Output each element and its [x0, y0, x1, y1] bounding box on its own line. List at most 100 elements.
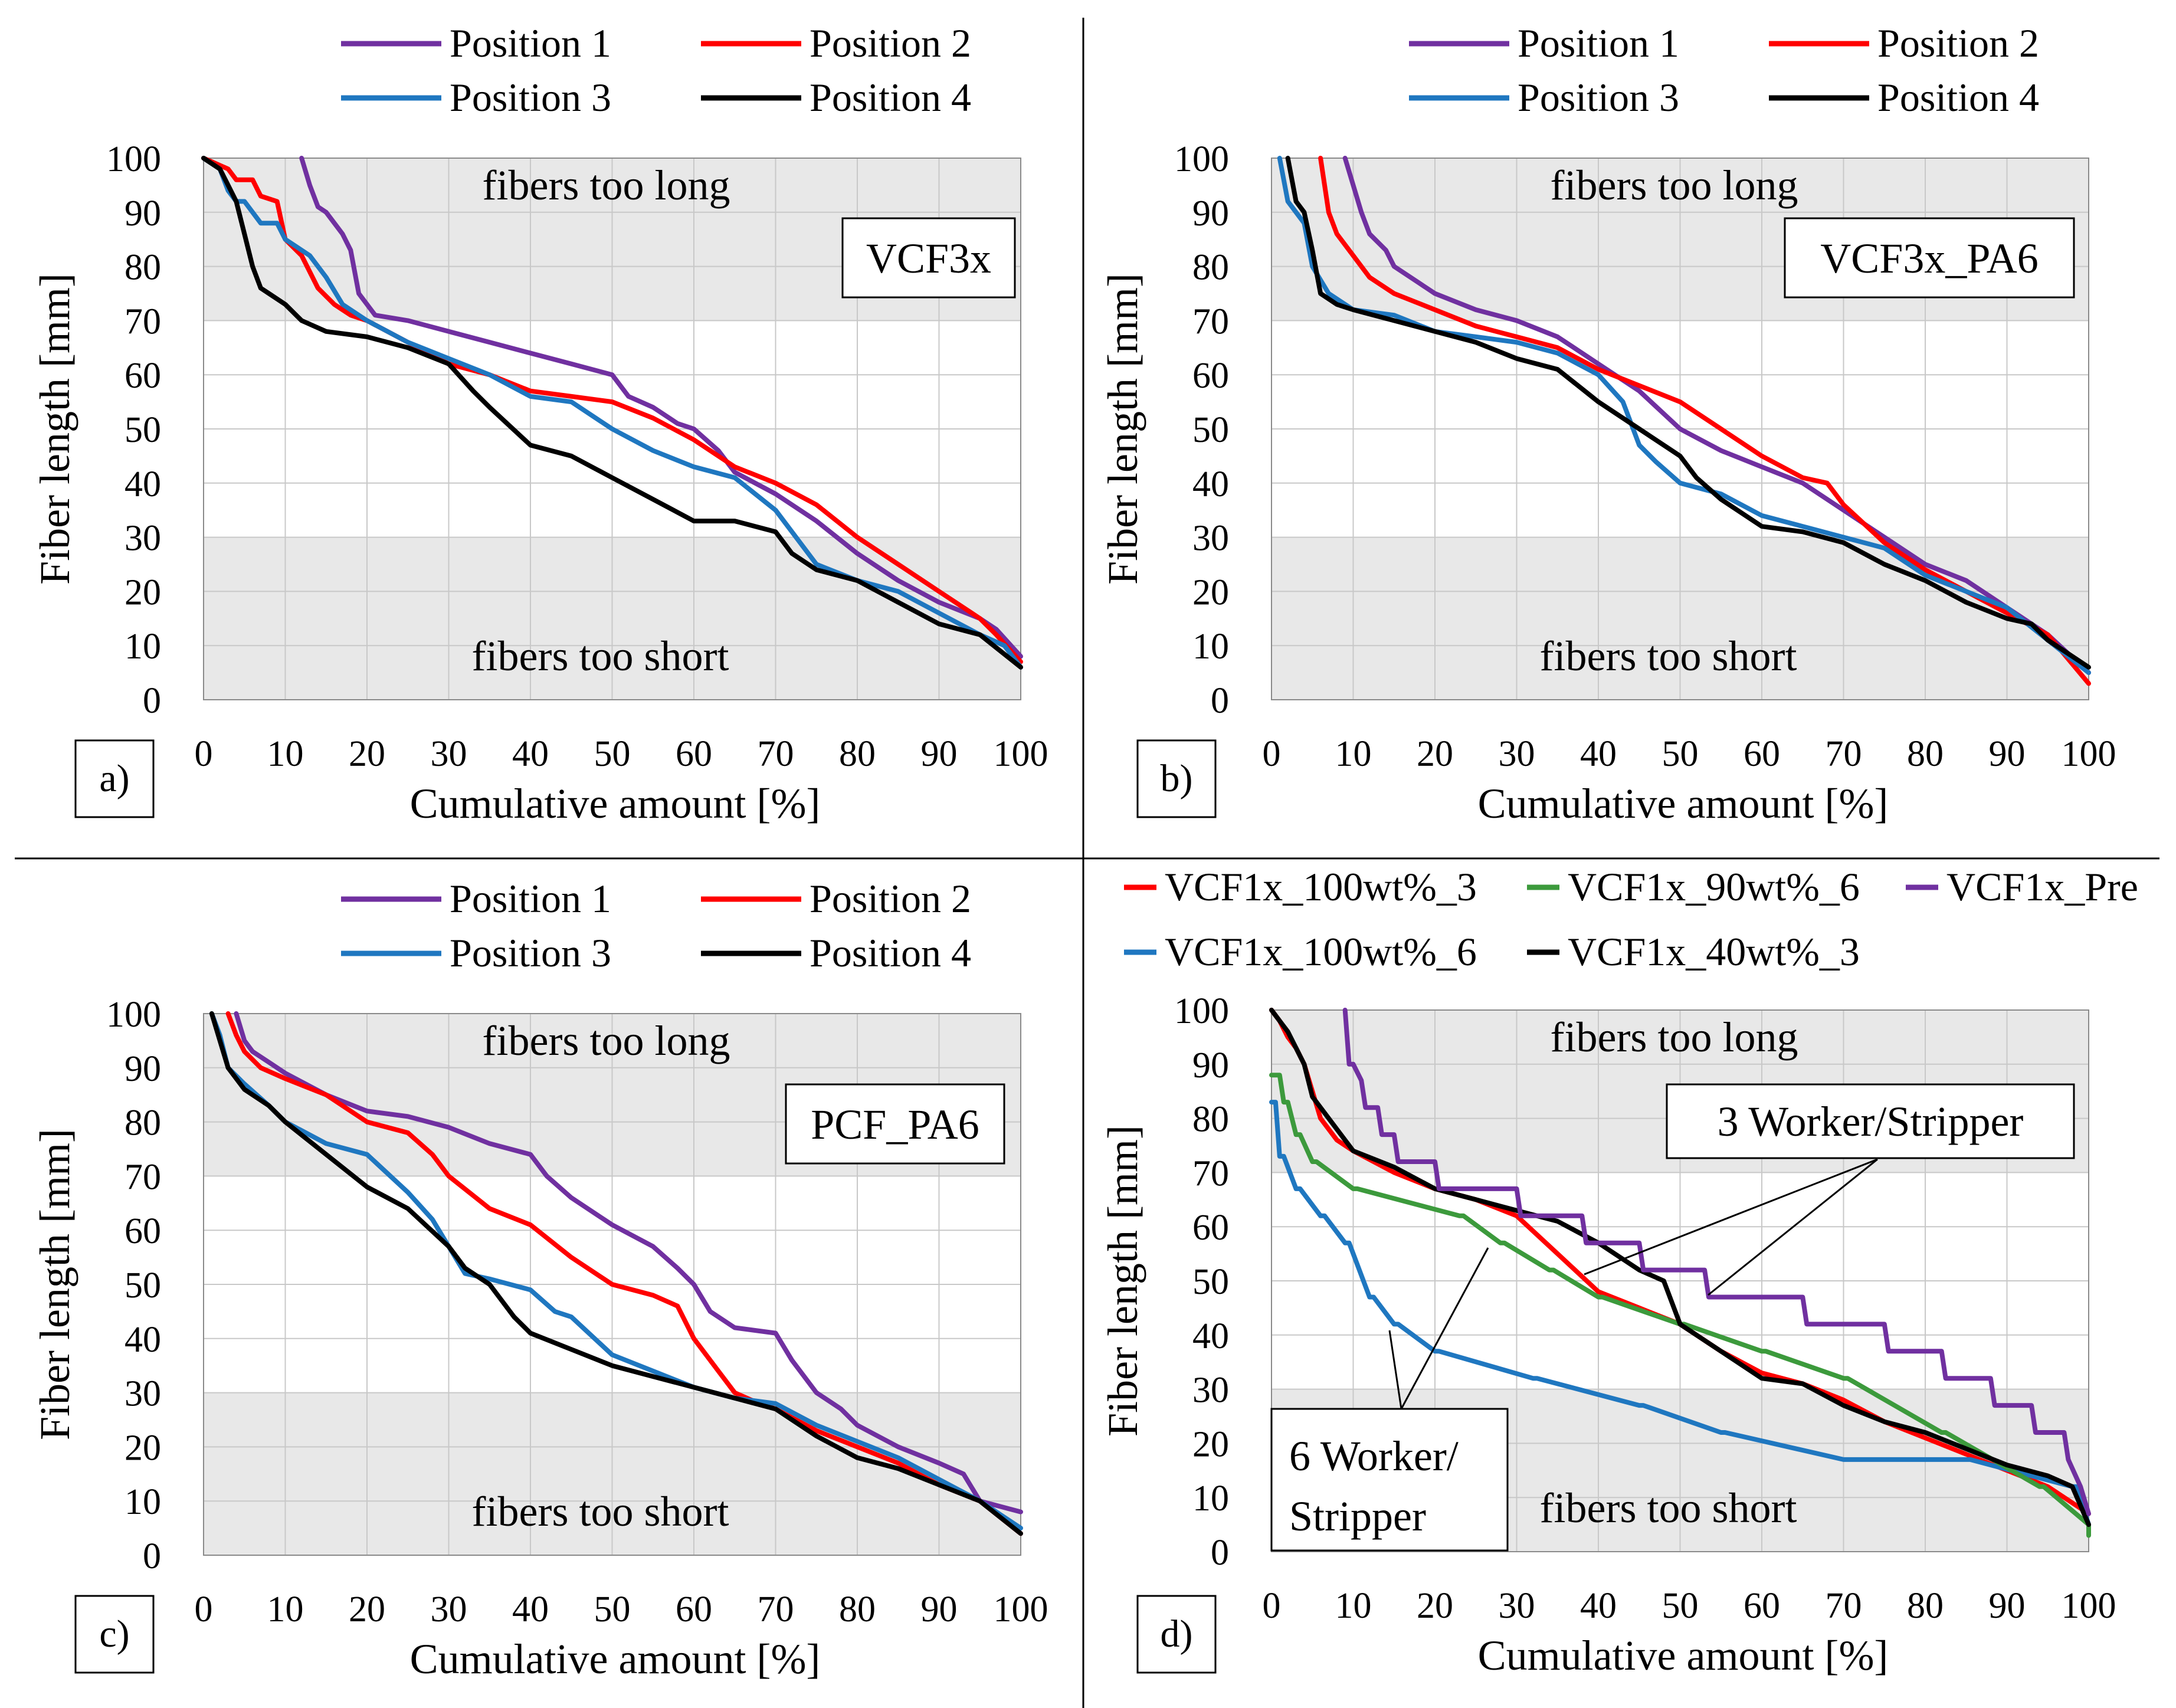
x-tick-label: 90 — [921, 1589, 958, 1630]
x-tick-label: 80 — [1907, 734, 1944, 774]
x-tick-label: 50 — [594, 1589, 631, 1630]
y-axis-label: Fiber length [mm] — [1099, 1125, 1146, 1437]
panel-label: d) — [1161, 1612, 1193, 1655]
legend-entry: Position 1 — [450, 21, 611, 65]
x-tick-label: 50 — [594, 734, 631, 774]
x-axis-label: Cumulative amount [%] — [1478, 780, 1889, 827]
x-tick-label: 40 — [512, 734, 549, 774]
x-tick-label: 50 — [1662, 1586, 1699, 1626]
y-tick-label: 40 — [124, 464, 161, 504]
band-label-too-long: fibers too long — [483, 1017, 730, 1064]
series-line-position-3 — [201, 156, 1023, 670]
y-tick-label: 20 — [1192, 1424, 1229, 1464]
legend-entry: Position 3 — [1518, 75, 1679, 120]
x-tick-label: 90 — [921, 734, 958, 774]
series-group — [1269, 1008, 2091, 1538]
x-tick-label: 100 — [994, 1589, 1048, 1630]
pointer-line — [1388, 1330, 1402, 1409]
x-axis-label: Cumulative amount [%] — [1478, 1632, 1889, 1679]
y-tick-label: 80 — [1192, 248, 1229, 288]
y-tick-label: 90 — [1192, 194, 1229, 234]
y-tick-label: 10 — [1192, 1478, 1229, 1519]
series-line-vcf1x-pre — [1342, 1008, 2091, 1516]
x-tick-label: 80 — [839, 1589, 876, 1630]
legend: Position 1 Position 2 Position 3 Position 4 — [1409, 21, 2039, 120]
panel-label-box — [74, 1595, 155, 1674]
x-tick-label: 50 — [1662, 734, 1699, 774]
x-tick-label: 80 — [839, 734, 876, 774]
y-tick-label: 50 — [124, 1266, 161, 1306]
inset-label: VCF3x — [866, 235, 991, 282]
legend-entry: VCF1x_90wt%_6 — [1568, 864, 1860, 909]
band-label-too-long: fibers too long — [483, 162, 730, 209]
six-ws-label: 6 Worker/ — [1289, 1432, 1459, 1480]
y-axis-label: Fiber length [mm] — [31, 273, 78, 585]
series-line-vcf1x-90wt-6 — [1269, 1073, 2091, 1538]
y-tick-label: 40 — [1192, 1316, 1229, 1356]
y-tick-label: 0 — [143, 1536, 161, 1576]
y-tick-label: 100 — [1174, 139, 1229, 179]
x-tick-label: 100 — [994, 734, 1048, 774]
y-tick-label: 40 — [124, 1320, 161, 1360]
y-tick-label: 50 — [1192, 410, 1229, 450]
legend-entry: VCF1x_Pre — [1946, 864, 2138, 909]
series-group — [1277, 156, 2091, 686]
x-tick-label: 30 — [431, 1589, 467, 1630]
x-tick-label: 0 — [195, 734, 213, 774]
band-label-too-short: fibers too short — [1540, 632, 1797, 680]
three-ws-box — [1666, 1083, 2075, 1159]
x-tick-label: 30 — [1499, 1586, 1535, 1626]
x-tick-label: 90 — [1989, 734, 2026, 774]
plot-frame — [1271, 158, 2089, 700]
legend-entry: Position 3 — [450, 75, 611, 120]
x-tick-label: 90 — [1989, 1586, 2026, 1626]
inset-label: VCF3x_PA6 — [1820, 235, 2039, 282]
y-tick-label: 100 — [106, 995, 161, 1035]
x-tick-label: 10 — [267, 1589, 304, 1630]
series-line-vcf1x-40wt-3 — [1269, 1008, 2091, 1527]
y-tick-label: 0 — [143, 681, 161, 721]
series-line-position-2 — [225, 1011, 1023, 1536]
y-tick-label: 10 — [124, 1482, 161, 1522]
x-tick-label: 70 — [1826, 734, 1862, 774]
y-tick-label: 80 — [1192, 1100, 1229, 1140]
legend: VCF1x_100wt%_3 VCF1x_90wt%_6 VCF1x_Pre VCF1… — [1124, 864, 2138, 974]
inset-label-box — [1784, 217, 2075, 299]
x-tick-label: 0 — [1263, 734, 1281, 774]
y-tick-label: 30 — [1192, 1371, 1229, 1411]
x-tick-label: 10 — [267, 734, 304, 774]
y-axis-label: Fiber length [mm] — [31, 1129, 78, 1440]
y-tick-label: 20 — [124, 1428, 161, 1468]
three-ws-label: 3 Worker/Stripper — [1718, 1098, 2024, 1145]
chart-panel-1: fibers too long fibers too short 0 10 20 30 40… — [31, 21, 1048, 827]
y-tick-label: 0 — [1211, 681, 1229, 721]
band-label-too-long: fibers too long — [1551, 162, 1798, 209]
x-tick-label: 70 — [1826, 1586, 1862, 1626]
y-tick-label: 70 — [124, 301, 161, 342]
x-tick-label: 40 — [1580, 1586, 1617, 1626]
y-tick-label: 10 — [1192, 627, 1229, 667]
panel-label: b) — [1161, 757, 1193, 800]
x-tick-label: 20 — [1417, 1586, 1453, 1626]
panel-label-box — [1136, 1595, 1217, 1674]
plot-frame — [203, 1013, 1021, 1556]
y-tick-label: 60 — [124, 1211, 161, 1251]
x-tick-label: 10 — [1335, 1586, 1372, 1626]
series-group — [209, 1011, 1023, 1536]
legend-entry: Position 4 — [810, 75, 971, 120]
legend-entry: Position 2 — [810, 21, 971, 65]
y-tick-label: 30 — [1192, 519, 1229, 559]
x-tick-label: 60 — [1744, 1586, 1780, 1626]
inset-label-box — [785, 1083, 1005, 1165]
x-tick-label: 20 — [349, 734, 385, 774]
legend-entry: Position 4 — [810, 930, 971, 975]
legend-entry: Position 1 — [1518, 21, 1679, 65]
x-tick-label: 70 — [758, 1589, 794, 1630]
y-tick-label: 30 — [124, 519, 161, 559]
series-line-position-4 — [209, 1011, 1023, 1536]
series-group — [201, 156, 1023, 670]
x-tick-label: 20 — [1417, 734, 1453, 774]
y-tick-label: 70 — [1192, 301, 1229, 342]
y-tick-label: 60 — [1192, 1208, 1229, 1248]
